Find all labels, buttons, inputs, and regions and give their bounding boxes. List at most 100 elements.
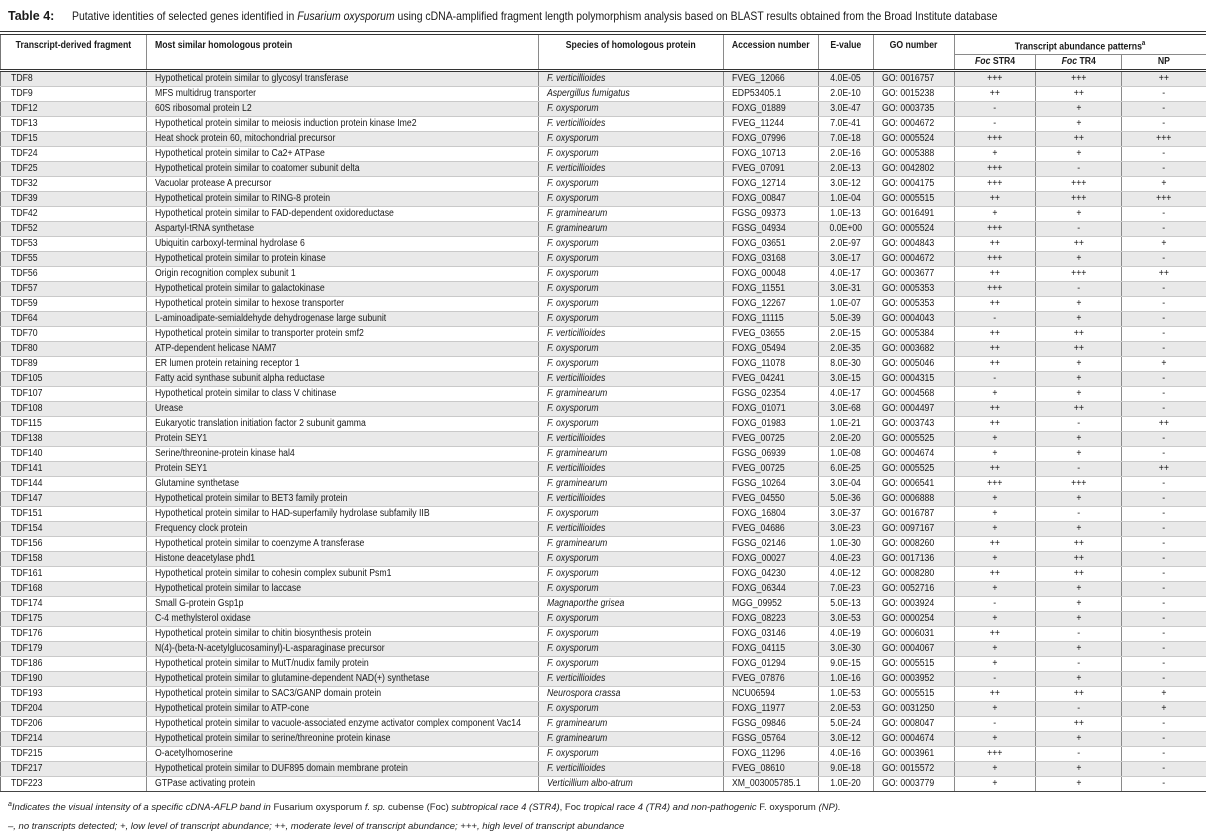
cell-evalue: 2.0E-20 [818, 431, 874, 447]
cell-tr4: + [1035, 521, 1122, 537]
cell-str4: +++ [954, 221, 1036, 237]
footnotes: aIndicates the visual intensity of a spe… [0, 792, 1206, 832]
cell-tr4: +++ [1035, 176, 1122, 192]
cell-accession: FGSG_05764 [723, 731, 819, 747]
cell-tr4: + [1035, 611, 1122, 627]
cell-accession: FOXG_11551 [723, 281, 819, 297]
cell-protein: Hypothetical protein similar to galactok… [146, 281, 539, 297]
cell-protein: Hypothetical protein similar to SAC3/GAN… [146, 686, 539, 702]
col-header-species: Species of homologous protein [538, 33, 724, 72]
cell-go: GO: 0003743 [873, 416, 955, 432]
cell-tr4: ++ [1035, 341, 1122, 357]
cell-tr4: + [1035, 761, 1122, 777]
cell-tdf: TDF8 [0, 70, 147, 87]
cell-str4: + [954, 656, 1036, 672]
cell-np: - [1121, 86, 1206, 102]
cell-np: - [1121, 506, 1206, 522]
cell-accession: FGSG_10264 [723, 476, 819, 492]
cell-protein: Hypothetical protein similar to BET3 fam… [146, 491, 539, 507]
cell-str4: - [954, 101, 1036, 117]
cell-evalue: 9.0E-18 [818, 761, 874, 777]
cell-accession: FOXG_08223 [723, 611, 819, 627]
cell-evalue: 3.0E-23 [818, 521, 874, 537]
table-row: TDF158 Histone deacetylase phd1 F. oxyspor… [0, 551, 1206, 567]
table-row: TDF115 Eukaryotic translation initiation … [0, 416, 1206, 432]
cell-go: GO: 0006031 [873, 626, 955, 642]
table-row: TDF147 Hypothetical protein similar to BE… [0, 491, 1206, 507]
cell-evalue: 3.0E-15 [818, 371, 874, 387]
cell-np: - [1121, 281, 1206, 297]
cell-protein: Fatty acid synthase subunit alpha reduct… [146, 371, 539, 387]
cell-tdf: TDF57 [0, 281, 147, 297]
cell-go: GO: 0008047 [873, 716, 955, 732]
cell-evalue: 1.0E-13 [818, 206, 874, 222]
cell-protein: Hypothetical protein similar to MutT/nud… [146, 656, 539, 672]
cell-evalue: 1.0E-16 [818, 671, 874, 687]
cell-np: - [1121, 476, 1206, 492]
cell-go: GO: 0031250 [873, 701, 955, 717]
cell-species: F. oxysporum [538, 176, 724, 192]
table-row: TDF161 Hypothetical protein similar to co… [0, 566, 1206, 582]
cell-protein: MFS multidrug transporter [146, 86, 539, 102]
cell-tdf: TDF154 [0, 521, 147, 537]
cell-accession: FOXG_11977 [723, 701, 819, 717]
cell-np: - [1121, 116, 1206, 132]
cell-go: GO: 0003924 [873, 596, 955, 612]
cell-protein: Ubiquitin carboxyl-terminal hydrolase 6 [146, 236, 539, 252]
col-header-np: NP [1121, 54, 1206, 72]
cell-str4: ++ [954, 356, 1036, 372]
cell-species: F. oxysporum [538, 341, 724, 357]
cell-go: GO: 0005515 [873, 191, 955, 207]
cell-species: F. oxysporum [538, 281, 724, 297]
cell-accession: FOXG_05494 [723, 341, 819, 357]
table-row: TDF156 Hypothetical protein similar to co… [0, 536, 1206, 552]
cell-tdf: TDF64 [0, 311, 147, 327]
cell-protein: Histone deacetylase phd1 [146, 551, 539, 567]
cell-tr4: + [1035, 371, 1122, 387]
table-row: TDF24 Hypothetical protein similar to Ca2… [0, 146, 1206, 162]
cell-protein: N(4)-(beta-N-acetylglucosaminyl)-L-aspar… [146, 641, 539, 657]
cell-species: F. oxysporum [538, 746, 724, 762]
cell-tdf: TDF59 [0, 296, 147, 312]
cell-tdf: TDF217 [0, 761, 147, 777]
cell-tdf: TDF214 [0, 731, 147, 747]
cell-accession: FOXG_03168 [723, 251, 819, 267]
cell-str4: +++ [954, 176, 1036, 192]
cell-tr4: ++ [1035, 86, 1122, 102]
cell-tdf: TDF175 [0, 611, 147, 627]
cell-accession: FOXG_12714 [723, 176, 819, 192]
cell-go: GO: 0016491 [873, 206, 955, 222]
cell-tdf: TDF158 [0, 551, 147, 567]
cell-evalue: 5.0E-24 [818, 716, 874, 732]
table-row: TDF215 O-acetylhomoserine F. oxysporum FOXG… [0, 746, 1206, 762]
cell-accession: FGSG_09846 [723, 716, 819, 732]
table-row: TDF223 GTPase activating protein Verticill… [0, 776, 1206, 792]
cell-str4: +++ [954, 131, 1036, 147]
cell-accession: XM_003005785.1 [723, 776, 819, 792]
cell-tdf: TDF193 [0, 686, 147, 702]
cell-tr4: ++ [1035, 686, 1122, 702]
cell-species: F. verticillioides [538, 371, 724, 387]
cell-go: GO: 0005524 [873, 131, 955, 147]
table-header: Transcript-derived fragment Most similar… [0, 33, 1206, 72]
cell-tdf: TDF115 [0, 416, 147, 432]
cell-tdf: TDF107 [0, 386, 147, 402]
cell-np: - [1121, 626, 1206, 642]
cell-go: GO: 0015238 [873, 86, 955, 102]
cell-go: GO: 0004067 [873, 641, 955, 657]
cell-np: - [1121, 491, 1206, 507]
cell-tdf: TDF55 [0, 251, 147, 267]
cell-species: F. oxysporum [538, 506, 724, 522]
cell-tdf: TDF206 [0, 716, 147, 732]
cell-str4: - [954, 716, 1036, 732]
cell-evalue: 4.0E-16 [818, 746, 874, 762]
cell-np: - [1121, 401, 1206, 417]
cell-evalue: 1.0E-53 [818, 686, 874, 702]
cell-protein: O-acetylhomoserine [146, 746, 539, 762]
cell-np: ++ [1121, 416, 1206, 432]
cell-np: - [1121, 446, 1206, 462]
cell-species: F. verticillioides [538, 461, 724, 477]
cell-protein: Hypothetical protein similar to RING-8 p… [146, 191, 539, 207]
cell-go: GO: 0004315 [873, 371, 955, 387]
cell-str4: - [954, 671, 1036, 687]
